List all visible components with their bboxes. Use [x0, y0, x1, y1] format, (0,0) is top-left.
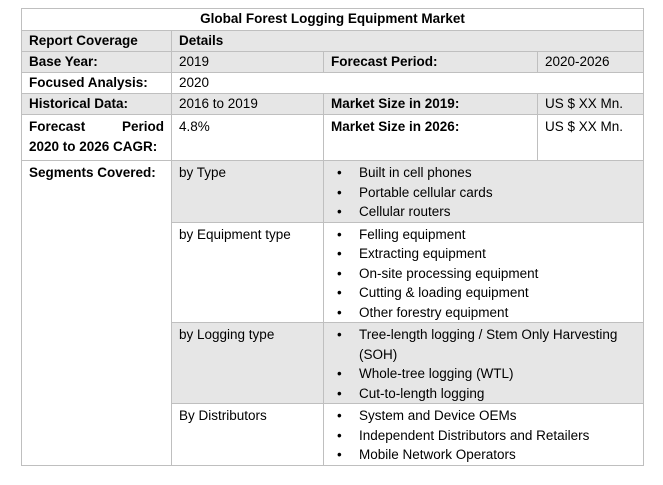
segment-row-distributors: By Distributors System and Device OEMs I…	[22, 403, 645, 466]
forecast-period-label: Forecast Period:	[323, 51, 538, 73]
historical-row: Historical Data: 2016 to 2019 Market Siz…	[21, 93, 645, 115]
header-details: Details	[170, 30, 645, 52]
segments-label: Segments Covered:	[21, 160, 172, 466]
focused-value: 2020	[170, 72, 645, 94]
header-report-coverage: Report Coverage	[21, 30, 172, 52]
segment-name-logging: by Logging type	[171, 322, 324, 404]
list-item: On-site processing equipment	[331, 264, 636, 284]
table-title: Global Forest Logging Equipment Market	[20, 8, 645, 31]
focused-row: Focused Analysis: 2020	[21, 72, 645, 94]
forecast-row: Forecast Period 2020 to 2026 CAGR: 4.8% M…	[21, 114, 645, 161]
segment-items-equipment: Felling equipment Extracting equipment O…	[322, 221, 645, 323]
list-item: Cutting & loading equipment	[331, 283, 636, 303]
list-item: Independent Distributors and Retailers	[331, 426, 636, 446]
market-size-2026-label: Market Size in 2026:	[323, 114, 538, 161]
focused-label: Focused Analysis:	[21, 72, 172, 94]
segment-items-distributors: System and Device OEMs Independent Distr…	[322, 403, 645, 466]
segment-name-distributors: By Distributors	[171, 403, 324, 466]
list-item: System and Device OEMs	[331, 406, 636, 426]
historical-value: 2016 to 2019	[171, 93, 324, 115]
base-year-row: Base Year: 2019 Forecast Period: 2020-20…	[21, 51, 645, 73]
list-item: Extracting equipment	[331, 244, 636, 264]
list-item: Felling equipment	[331, 225, 636, 245]
market-size-2026-value: US $ XX Mn.	[536, 114, 645, 161]
segment-items-logging: Tree-length logging / Stem Only Harvesti…	[322, 322, 645, 404]
forecast-label-word2: Period	[121, 119, 164, 134]
list-item: Other forestry equipment	[331, 303, 636, 323]
list-item: Portable cellular cards	[331, 183, 636, 203]
segment-row-type: Segments Covered: by Type Built in cell …	[21, 160, 645, 466]
market-size-2019-label: Market Size in 2019:	[323, 93, 538, 115]
list-item: Cut-to-length logging	[331, 384, 636, 404]
base-year-value: 2019	[171, 51, 324, 73]
forecast-label: Forecast Period 2020 to 2026 CAGR:	[21, 114, 172, 161]
forecast-label-word1: Forecast	[29, 119, 86, 134]
market-size-2019-value: US $ XX Mn.	[536, 93, 645, 115]
list-item: Mobile Network Operators	[331, 445, 636, 465]
segment-name-equipment: by Equipment type	[171, 221, 324, 323]
forecast-cagr-value: 4.8%	[171, 114, 324, 161]
segment-name-type: by Type	[171, 160, 324, 223]
segment-row-equipment: by Equipment type Felling equipment Extr…	[22, 221, 645, 323]
segment-items-type: Built in cell phones Portable cellular c…	[322, 160, 645, 223]
list-item: Built in cell phones	[331, 163, 636, 183]
historical-label: Historical Data:	[21, 93, 172, 115]
list-item: Tree-length logging / Stem Only Harvesti…	[331, 325, 636, 364]
list-item: Whole-tree logging (WTL)	[331, 364, 636, 384]
header-row: Report Coverage Details	[21, 30, 645, 52]
forecast-label-line2: 2020 to 2026 CAGR:	[29, 138, 158, 154]
list-item: Cellular routers	[331, 202, 636, 222]
segment-row-logging: by Logging type Tree-length logging / St…	[22, 322, 645, 404]
forecast-period-value: 2020-2026	[536, 51, 645, 73]
report-table: Global Forest Logging Equipment Market R…	[20, 8, 645, 466]
base-year-label: Base Year:	[21, 51, 172, 73]
